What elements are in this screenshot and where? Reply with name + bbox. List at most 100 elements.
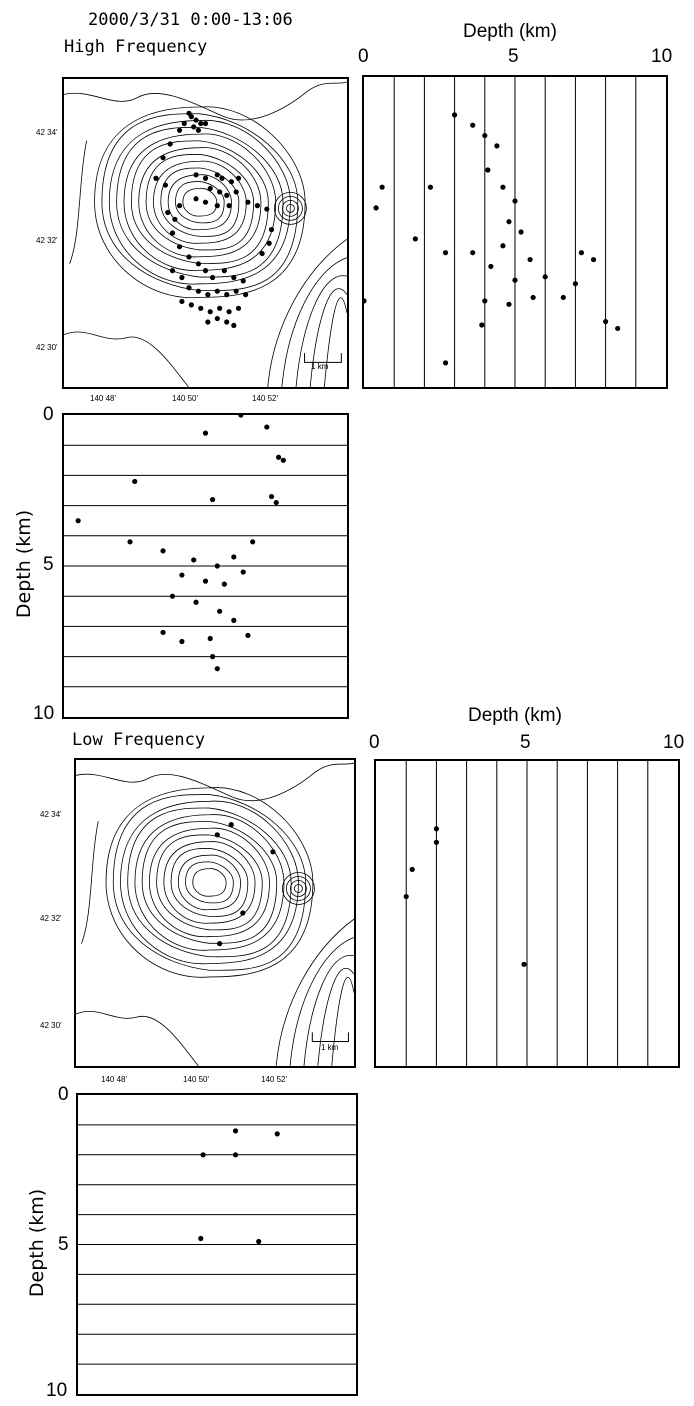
contour-line <box>323 297 348 388</box>
epicenter-point <box>226 309 232 315</box>
lf-lon-tick-3: 140 52' <box>261 1075 287 1084</box>
hypocenter-point <box>202 430 209 436</box>
contour-line <box>116 126 284 278</box>
contour-line <box>192 868 227 897</box>
hypocenter-point <box>132 478 138 485</box>
contour-line <box>101 113 299 292</box>
hypocenter-point <box>527 256 533 263</box>
hypocenter-point <box>482 132 488 139</box>
hypocenter-point <box>512 277 518 283</box>
epicenter-point <box>228 822 234 828</box>
hf-depth-longitude-plot <box>62 413 349 719</box>
hypocenter-point <box>202 578 209 584</box>
contour-line <box>295 275 348 388</box>
hypocenter-point <box>442 250 449 256</box>
epicenter-point <box>217 305 223 311</box>
hypocenter-point <box>482 298 488 304</box>
hypocenter-point <box>433 839 439 845</box>
hypocenter-point <box>412 236 418 242</box>
hf-bottom-depth-title: Depth (km) <box>13 509 35 619</box>
hypocenter-point <box>542 274 548 280</box>
epicenter-point <box>217 941 223 947</box>
hf-bottom-tick-10: 10 <box>33 703 55 724</box>
hf-lon-tick-2: 140 50' <box>172 394 198 403</box>
epicenter-point <box>169 268 176 274</box>
epicenter-point <box>179 298 185 305</box>
lf-right-tick-0: 0 <box>369 732 380 753</box>
topographic-contours <box>76 762 355 1067</box>
hypocenter-point <box>191 557 197 563</box>
lf-lon-tick-2: 140 50' <box>183 1075 209 1084</box>
epicenter-point <box>188 114 194 120</box>
hypocenter-point <box>169 593 176 599</box>
epicenter-point <box>193 117 199 123</box>
hf-lat-tick-3: 42 30' <box>36 343 58 352</box>
lf-bottom-tick-0: 0 <box>58 1084 69 1105</box>
hypocenter-point <box>479 322 485 328</box>
contour-line <box>138 147 262 258</box>
hypocenter-point <box>238 415 244 418</box>
coastline <box>76 762 355 802</box>
hypocenter-point <box>276 454 282 460</box>
epicenter-point <box>266 240 272 246</box>
hypocenter-point <box>409 866 415 873</box>
hypocenter-point <box>198 1235 204 1242</box>
epicenter-point <box>181 120 187 127</box>
epicenter-point <box>193 196 199 202</box>
hypocenter-point <box>379 184 385 190</box>
contour-line <box>145 154 255 251</box>
hypocenter-point <box>209 496 216 503</box>
hf-right-tick-10: 10 <box>651 46 673 67</box>
contour-line <box>112 794 307 971</box>
epicenter-point <box>191 124 197 130</box>
contour-line <box>289 937 355 1067</box>
epicenter-point <box>195 288 202 294</box>
hypocenter-point <box>494 143 500 149</box>
hypocenter-point <box>488 263 494 270</box>
epicenter-point <box>176 244 183 250</box>
epicenter-point <box>214 203 220 209</box>
hypocenter-point <box>512 198 518 204</box>
epicenter-point <box>195 127 202 133</box>
contour-line <box>267 238 348 388</box>
hypocenter-point <box>75 518 81 524</box>
contour-line <box>167 174 232 231</box>
hf-map-contours <box>64 81 348 388</box>
hypocenter-point <box>373 205 379 211</box>
contour-line <box>94 106 306 299</box>
lf-lat-tick-1: 42 34' <box>40 810 62 819</box>
hf-right-tick-0: 0 <box>358 46 369 67</box>
lf-depth-latitude-plot <box>374 759 680 1068</box>
epicenter-point <box>221 268 227 274</box>
epicenter-point <box>214 315 220 322</box>
epicenter-point <box>162 182 169 188</box>
lf-bottom-plot-area <box>78 1124 356 1365</box>
epicenter-point <box>169 230 176 236</box>
hypocenter-point <box>214 666 220 672</box>
epicenter-point <box>214 288 220 294</box>
contour-line <box>105 787 314 978</box>
hypocenter-point <box>127 539 133 545</box>
hypocenter-point <box>470 250 476 256</box>
epicenter-point <box>270 849 276 855</box>
hypocenter-point <box>500 243 506 249</box>
hypocenter-point <box>264 424 270 430</box>
hypocenter-point <box>268 493 275 500</box>
hypocenter-point <box>256 1238 262 1245</box>
epicenter-point <box>242 292 249 298</box>
side-cone-contour <box>285 876 311 901</box>
side-cone-contour <box>281 872 315 905</box>
lf-right-plot-area <box>403 761 649 1066</box>
contour-line <box>275 918 355 1067</box>
contour-line <box>130 140 269 264</box>
hypocenter-point <box>518 229 524 235</box>
epicenter-point <box>217 189 223 195</box>
hypocenter-point <box>160 629 166 636</box>
lf-right-tick-5: 5 <box>520 732 531 753</box>
hypocenter-point <box>470 122 476 128</box>
contour-line <box>331 977 355 1067</box>
epicenter-point <box>202 199 209 205</box>
side-cone-contour <box>293 884 303 893</box>
hypocenter-point <box>500 184 506 190</box>
hf-lon-tick-3: 140 52' <box>252 394 278 403</box>
